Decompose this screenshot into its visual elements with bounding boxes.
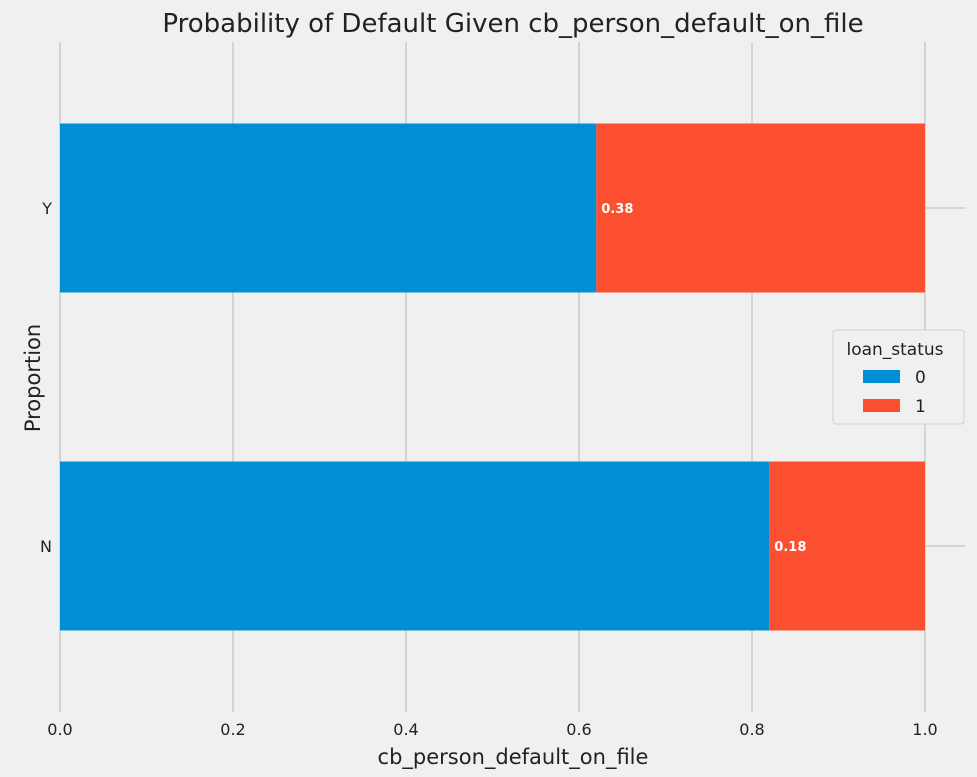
x-axis-label: cb_person_default_on_file (378, 745, 649, 770)
legend-title: loan_status (846, 340, 943, 360)
bars (60, 123, 925, 631)
y-tick-label: N (40, 537, 52, 556)
data-label-Y: 0.38 (601, 202, 633, 217)
legend-label-0: 0 (915, 368, 926, 388)
legend: loan_status 0 1 (832, 329, 965, 425)
legend-swatch-0 (863, 370, 900, 383)
y-tick-label: Y (41, 199, 52, 218)
y-axis-label: Proportion (21, 324, 45, 432)
bar-Y-series-0 (60, 123, 597, 293)
x-tick-label: 0.4 (393, 720, 418, 739)
x-tick-label: 0.8 (739, 720, 764, 739)
legend-label-1: 1 (915, 397, 926, 417)
bar-N-series-0 (60, 461, 770, 631)
data-label-N: 0.18 (774, 540, 806, 555)
x-tick-label: 0.6 (566, 720, 591, 739)
chart-title: Probability of Default Given cb_person_d… (162, 9, 863, 39)
bar-Y-series-1 (596, 123, 925, 293)
legend-swatch-1 (863, 399, 900, 412)
x-tick-label: 0.2 (220, 720, 245, 739)
x-tick-label: 0.0 (47, 720, 72, 739)
tick-labels: 0.0 0.2 0.4 0.6 0.8 1.0 Y N (40, 199, 938, 739)
data-labels: 0.38 0.18 (601, 202, 806, 555)
bar-N-series-1 (769, 461, 925, 631)
x-tick-label: 1.0 (912, 720, 937, 739)
